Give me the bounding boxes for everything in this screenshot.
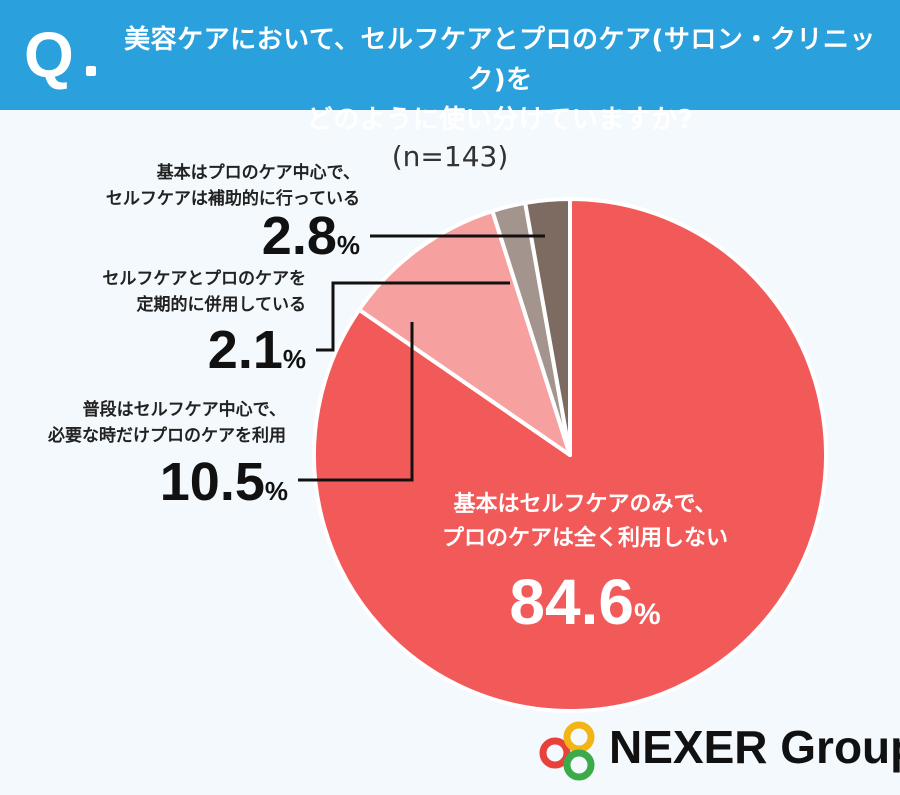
header-banner: Q 美容ケアにおいて、セルフケアとプロのケア(サロン・クリニック)を どのように… (0, 0, 900, 135)
logo-ring-yellow (563, 721, 595, 753)
value-self-only: 84.6% (509, 566, 661, 638)
label-professional: 基本はプロのケア中心で、 セルフケアは補助的に行っている (105, 163, 360, 209)
value-professional: 2.8% (261, 206, 360, 266)
leader-line-occasional (298, 322, 414, 482)
leader-line-combined (316, 281, 510, 352)
nexer-logo-rings-icon (539, 721, 595, 781)
question-mark-dot (86, 66, 96, 76)
nexer-logo: NEXER Group (535, 713, 900, 783)
label-occasional: 普段はセルフケア中心で、 必要な時だけプロのケアを利用 (48, 400, 286, 446)
question-text: 美容ケアにおいて、セルフケアとプロのケア(サロン・クリニック)を どのように使い… (105, 20, 895, 140)
logo-text: NEXER Group (609, 721, 900, 773)
label-self-only: 基本はセルフケアのみで、 プロのケアは全く利用しない (441, 492, 728, 551)
question-line-1: 美容ケアにおいて、セルフケアとプロのケア(サロン・クリニック)を (124, 25, 876, 95)
logo-ring-green (563, 749, 595, 781)
label-combined: セルフケアとプロのケアを 定期的に併用している (102, 269, 306, 315)
pie-slice-professional (523, 197, 572, 457)
question-line-2: どのように使い分けていますか? (306, 105, 694, 135)
value-combined: 2.1% (207, 320, 306, 380)
pie-slice-occasional (357, 209, 572, 457)
question-mark-q: Q (24, 19, 74, 91)
logo-ring-red (539, 737, 571, 769)
value-occasional: 10.5% (159, 452, 288, 512)
sample-size: (n=143) (391, 140, 509, 173)
